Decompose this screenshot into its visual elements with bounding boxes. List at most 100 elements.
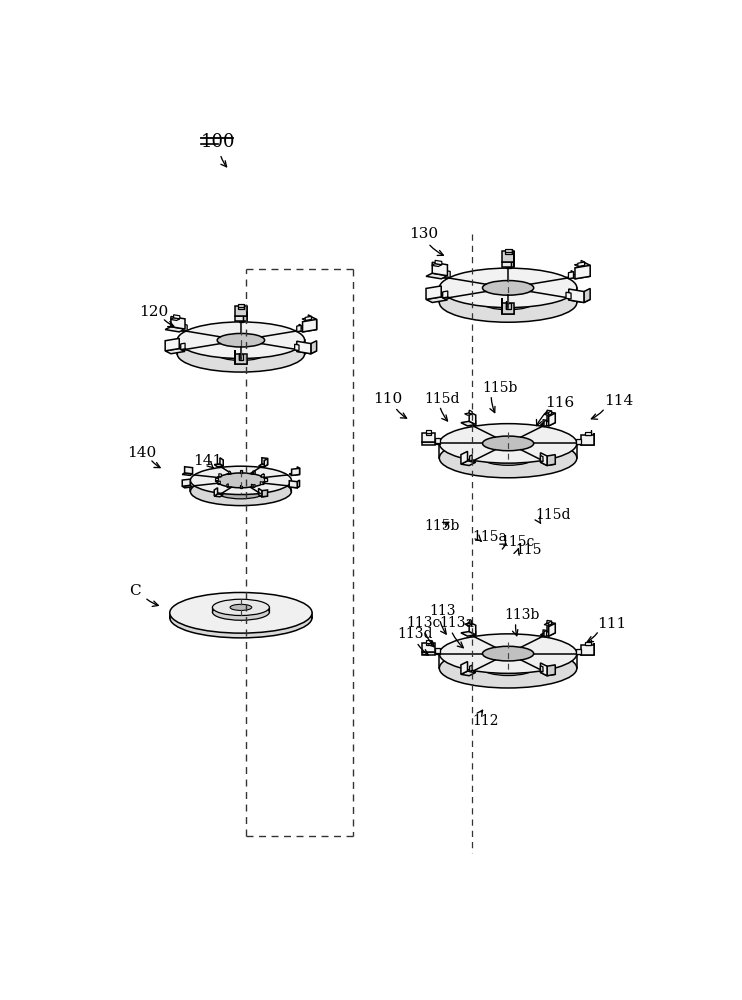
Polygon shape [426,433,432,435]
Text: 115b: 115b [424,519,459,533]
Polygon shape [261,474,264,477]
Polygon shape [220,458,223,466]
Ellipse shape [482,281,533,295]
Ellipse shape [439,424,577,463]
Polygon shape [181,330,187,332]
Ellipse shape [439,283,577,322]
Polygon shape [239,358,243,360]
Text: 110: 110 [373,392,403,406]
Polygon shape [433,262,447,276]
Polygon shape [469,620,472,625]
Polygon shape [185,467,193,474]
Polygon shape [461,451,467,464]
Polygon shape [260,482,263,485]
Polygon shape [540,635,547,637]
Polygon shape [540,460,547,462]
Polygon shape [264,458,268,467]
Polygon shape [540,671,555,676]
Text: 130: 130 [409,227,438,241]
Polygon shape [473,630,476,636]
Polygon shape [443,297,450,299]
Polygon shape [183,485,193,488]
Polygon shape [581,652,594,655]
Polygon shape [311,317,317,330]
Polygon shape [547,455,555,466]
Polygon shape [297,325,301,332]
Polygon shape [214,464,223,467]
Ellipse shape [439,438,577,478]
Polygon shape [584,262,590,276]
Ellipse shape [439,634,577,673]
Text: 140: 140 [127,446,157,460]
Polygon shape [540,455,543,462]
Polygon shape [547,410,551,414]
Polygon shape [297,349,317,354]
Text: 112: 112 [472,714,499,728]
Ellipse shape [212,604,269,620]
Polygon shape [540,421,555,426]
Polygon shape [585,643,591,645]
Polygon shape [581,435,594,445]
Polygon shape [262,458,268,465]
Polygon shape [426,273,447,279]
Text: 111: 111 [597,617,627,631]
Polygon shape [544,623,551,625]
Polygon shape [171,318,180,320]
Polygon shape [548,413,555,426]
Polygon shape [297,341,311,354]
Polygon shape [295,349,301,351]
Polygon shape [298,467,300,474]
Polygon shape [311,341,317,354]
Polygon shape [577,439,582,444]
Text: 116: 116 [545,396,574,410]
Polygon shape [308,315,312,319]
Polygon shape [297,327,317,332]
Polygon shape [171,317,185,329]
Polygon shape [217,484,222,485]
Polygon shape [295,344,299,351]
Text: 113: 113 [430,604,456,618]
Polygon shape [237,307,244,309]
Polygon shape [581,442,594,445]
Polygon shape [461,631,476,636]
Text: 114: 114 [604,394,634,408]
Polygon shape [422,652,435,655]
Polygon shape [302,318,312,320]
Polygon shape [181,349,187,351]
Polygon shape [432,264,441,266]
Polygon shape [469,622,476,635]
Polygon shape [263,482,264,485]
Polygon shape [214,494,223,497]
Polygon shape [254,471,255,475]
Polygon shape [505,249,511,252]
Polygon shape [470,670,476,672]
Ellipse shape [230,604,252,610]
Polygon shape [183,479,190,486]
Polygon shape [470,635,476,637]
Polygon shape [470,455,472,461]
Polygon shape [262,490,268,497]
Polygon shape [239,315,243,321]
Polygon shape [253,485,255,487]
Polygon shape [217,476,222,477]
Text: 115c: 115c [500,535,535,549]
Text: C: C [129,584,141,598]
Polygon shape [422,433,435,442]
Polygon shape [505,303,510,309]
Polygon shape [289,485,300,488]
Polygon shape [540,461,555,466]
Polygon shape [543,630,547,636]
Polygon shape [581,645,594,655]
Polygon shape [566,292,571,299]
Polygon shape [258,494,268,497]
Ellipse shape [482,451,533,465]
Polygon shape [303,319,317,332]
Text: 113d: 113d [397,627,433,641]
Ellipse shape [482,295,533,310]
Polygon shape [435,438,440,443]
Polygon shape [435,648,440,653]
Polygon shape [235,354,246,364]
Polygon shape [505,252,511,254]
Polygon shape [470,460,476,462]
Polygon shape [235,360,246,364]
